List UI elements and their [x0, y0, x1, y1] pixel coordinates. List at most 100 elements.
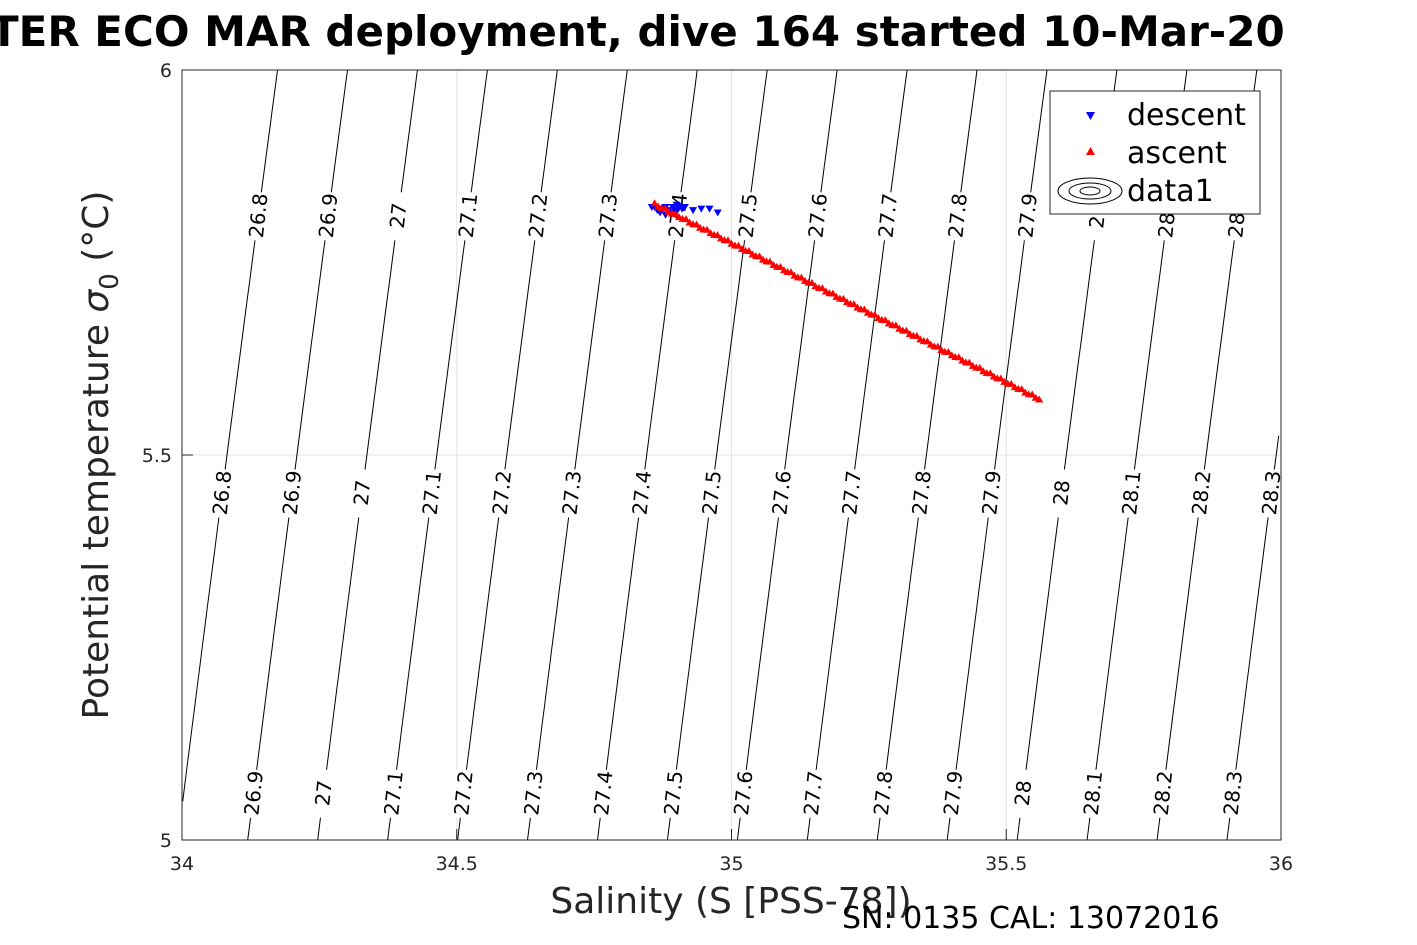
contour-label-bg: [802, 769, 825, 818]
contour-label: 27.7: [873, 192, 902, 239]
contour-label: 27.3: [594, 192, 623, 239]
ascent-point: [849, 300, 858, 308]
contour-label-bg: [1081, 769, 1104, 818]
contour-label: 28.1: [1117, 469, 1146, 516]
footer-serial-cal: SN: 0135 CAL: 13072016: [842, 901, 1220, 936]
ascent-point: [786, 268, 795, 276]
x-tick-label: 35: [719, 853, 743, 875]
descent-point: [697, 205, 706, 213]
axis-ticks: 34 34.5 35 35.5 36 5 5.5 6: [142, 60, 1293, 875]
contour-label-bg: [522, 769, 545, 818]
contour-label-bg: [872, 769, 895, 818]
ascent-point: [692, 220, 701, 228]
contour-label: 27.2: [488, 469, 517, 516]
legend-contour-icon: [1057, 177, 1123, 205]
contour-label: 27.6: [803, 192, 832, 239]
contour-label-bg: [1151, 769, 1174, 818]
legend: descent ascent data1: [1049, 90, 1261, 215]
contour-label-bg: [732, 769, 755, 818]
descent-point: [713, 209, 722, 217]
contour-label-bg: [592, 769, 615, 818]
ascent-point: [923, 337, 932, 345]
contour-label-bg: [1011, 769, 1034, 818]
ascent-point: [765, 257, 774, 265]
legend-ascent-marker: [1086, 147, 1095, 155]
contour-label-bg: [1016, 192, 1039, 241]
ascent-point: [724, 236, 733, 244]
descent-point: [689, 207, 698, 215]
ascent-point: [650, 199, 659, 207]
contour-label: 27.9: [939, 770, 968, 817]
contour-label: 27.1: [454, 192, 483, 239]
contour-label: 27.6: [729, 770, 758, 817]
ascent-point: [954, 353, 963, 361]
contour-label-bg: [1190, 469, 1213, 518]
ascent-point: [944, 347, 953, 355]
ascent-point: [881, 316, 890, 324]
contour-label-bg: [596, 192, 619, 241]
x-tick-label: 34.5: [436, 853, 478, 875]
contour-label-bg: [840, 469, 863, 518]
y-tick-label: 6: [160, 60, 172, 82]
ascent-point: [839, 294, 848, 302]
ascent-point: [828, 289, 837, 297]
ascent-point: [1007, 379, 1016, 387]
contour-label: 27.2: [449, 770, 478, 817]
ascent-point: [1035, 395, 1044, 403]
contour-label: 27.5: [659, 770, 688, 817]
contour-label-bg: [317, 192, 340, 241]
contour-label-bg: [242, 769, 265, 818]
contour-label: 28: [1048, 479, 1075, 507]
ascent-point: [734, 241, 743, 249]
contour-label: 27.2: [524, 192, 553, 239]
y-tick-label: 5.5: [142, 445, 172, 467]
contour-label: 26.9: [239, 770, 268, 817]
ascent-point: [870, 310, 879, 318]
contour-label-bg: [770, 469, 793, 518]
ascent-point: [818, 284, 827, 292]
legend-descent-marker: [1086, 112, 1095, 120]
contour-label: 27: [385, 202, 412, 230]
contour-label-bg: [876, 192, 899, 241]
contour-label: 27.9: [1013, 192, 1042, 239]
contour-label: 26.9: [314, 192, 343, 239]
contour-label: 27.5: [734, 192, 763, 239]
contour-label: 27.8: [907, 469, 936, 516]
contour-label-bg: [1050, 469, 1073, 518]
contour-label: 28.1: [1079, 770, 1108, 817]
ascent-point: [797, 273, 806, 281]
ascent-point: [902, 326, 911, 334]
contour-label: 28.3: [1219, 770, 1248, 817]
contour-label: 26.8: [244, 192, 273, 239]
contour-label: 27: [349, 479, 376, 507]
contour-label: 27.6: [767, 469, 796, 516]
contour-label: 27.7: [837, 469, 866, 516]
contour-label: 26.9: [278, 469, 307, 516]
contour-label: 27: [310, 779, 337, 807]
contour-label-bg: [806, 192, 829, 241]
ascent-point: [891, 321, 900, 329]
contour-label-bg: [280, 469, 303, 518]
x-tick-label: 34: [170, 853, 194, 875]
ascent-point: [1028, 390, 1037, 398]
contour-label: 27.4: [627, 469, 656, 516]
x-tick-label: 36: [1269, 853, 1293, 875]
ascent-point: [682, 215, 691, 223]
contour-label-bg: [350, 469, 373, 518]
contour-label-bg: [630, 469, 653, 518]
contour-label-bg: [452, 769, 475, 818]
ascent-point: [776, 262, 785, 270]
x-tick-label: 35.5: [985, 853, 1027, 875]
y-tick-label: 5: [160, 830, 172, 852]
contour-label-bg: [662, 769, 685, 818]
grid: [182, 70, 1281, 840]
legend-data1-label: data1: [1127, 174, 1214, 209]
contour-label: 27.8: [943, 192, 972, 239]
contour-label-bg: [210, 469, 233, 518]
contour-label-bg: [910, 469, 933, 518]
ascent-series: [650, 199, 1044, 403]
contour-label: 28.2: [1187, 469, 1216, 516]
ascent-point: [807, 278, 816, 286]
contour-label: 26.8: [208, 469, 237, 516]
